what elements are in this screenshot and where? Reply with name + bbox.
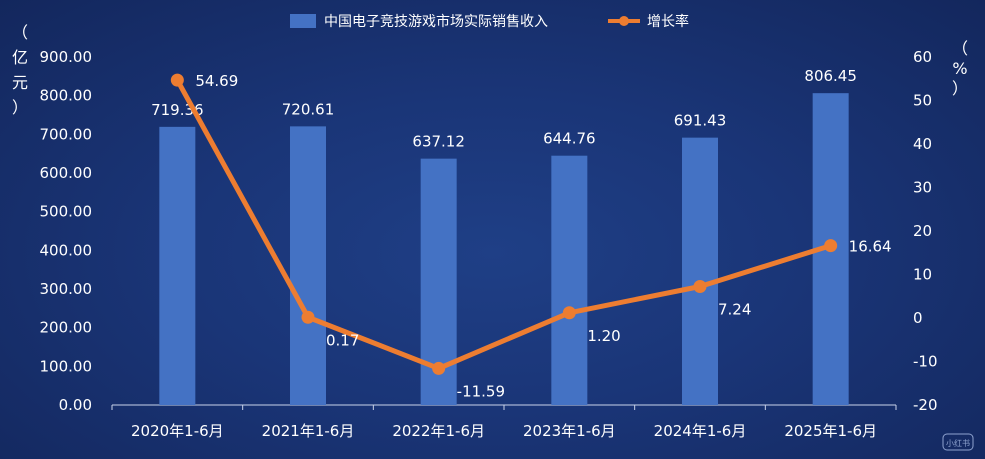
y-axis-left-unit: （ 亿元 ）: [12, 23, 28, 117]
line-value-label: 16.64: [849, 238, 892, 256]
y-axis-right-tick-label: 0: [913, 309, 923, 327]
line-value-labels: 54.69 0.17 -11.59 1.20 7.24 16.64: [195, 72, 891, 400]
bar-value-label: 691.43: [674, 112, 727, 130]
line-point: [170, 73, 184, 87]
line-point: [693, 280, 707, 294]
y-axis-right-unit: （%）: [952, 39, 968, 98]
y-axis-left-unit-char: （: [12, 23, 28, 42]
y-axis-left-tick-label: 100.00: [40, 357, 93, 375]
y-axis-left-tick-label: 700.00: [40, 125, 93, 143]
line-value-label: 0.17: [326, 331, 359, 349]
line-series: [170, 73, 838, 375]
line-point: [824, 239, 838, 253]
y-axis-right-unit-char: %: [952, 59, 967, 78]
bar-value-label: 644.76: [543, 130, 596, 148]
x-axis-tick-label: 2025年1-6月: [784, 422, 877, 440]
y-axis-left-unit-char: ）: [12, 98, 28, 117]
y-axis-left-tick-label: 900.00: [40, 48, 93, 66]
y-axis-right-unit-char: （: [952, 39, 968, 58]
y-axis-left-tick-label: 600.00: [40, 164, 93, 182]
y-axis-right-tick-label: 20: [913, 222, 932, 240]
legend-line-marker: [619, 16, 629, 26]
x-axis-ticks: 2020年1-6月 2021年1-6月 2022年1-6月 2023年1-6月 2024…: [111, 405, 897, 440]
legend-bar-label: 中国电子竞技游戏市场实际销售收入: [324, 13, 548, 30]
watermark: 小红书: [942, 433, 974, 451]
x-axis-tick-label: 2022年1-6月: [392, 422, 485, 440]
y-axis-left-ticks: 0.00 100.00 200.00 300.00 400.00 500.00 600.00…: [40, 48, 93, 414]
bar-series: [159, 93, 849, 405]
line-value-label: -11.59: [457, 382, 505, 400]
x-axis-tick-label: 2023年1-6月: [523, 422, 616, 440]
legend-bar-swatch: [290, 14, 316, 28]
y-axis-right-tick-label: 30: [913, 179, 932, 197]
line-point: [432, 361, 446, 375]
y-axis-right-tick-label: -20: [913, 396, 938, 414]
y-axis-right-tick-label: 40: [913, 135, 932, 153]
line-point: [301, 310, 315, 324]
x-axis-tick-label: 2020年1-6月: [131, 422, 224, 440]
y-axis-left-unit-char: 亿: [12, 48, 28, 67]
line-value-label: 1.20: [587, 327, 620, 345]
legend-line-label: 增长率: [647, 13, 689, 30]
bar-value-label: 637.12: [412, 133, 465, 151]
line-value-label: 54.69: [195, 72, 238, 90]
bar: [290, 126, 326, 405]
bar: [682, 137, 718, 405]
bar-value-label: 806.45: [804, 67, 857, 85]
y-axis-right-tick-label: -10: [913, 353, 938, 371]
y-axis-right-tick-label: 60: [913, 48, 932, 66]
line-path: [174, 77, 834, 371]
y-axis-left-tick-label: 800.00: [40, 87, 93, 105]
y-axis-left-tick-label: 200.00: [40, 319, 93, 337]
y-axis-right-tick-label: 10: [913, 266, 932, 284]
y-axis-left-tick-label: 0.00: [59, 396, 92, 414]
y-axis-left-tick-label: 400.00: [40, 241, 93, 259]
legend[interactable]: 中国电子竞技游戏市场实际销售收入 增长率: [290, 13, 689, 30]
y-axis-right-unit-char: ）: [952, 79, 968, 98]
y-axis-right-tick-label: 50: [913, 92, 932, 110]
watermark-text: 小红书: [946, 438, 970, 448]
y-axis-right-ticks: -20 -10 0 10 20 30 40 50 60: [913, 48, 938, 414]
bar: [159, 126, 196, 405]
line-point: [562, 306, 576, 320]
bar-value-label: 720.61: [282, 100, 335, 118]
line-value-label: 7.24: [718, 301, 751, 319]
y-axis-left-unit-char: 元: [12, 73, 28, 92]
y-axis-left-tick-label: 300.00: [40, 280, 93, 298]
x-axis-tick-label: 2024年1-6月: [654, 422, 747, 440]
bar: [551, 155, 588, 405]
y-axis-left-tick-label: 500.00: [40, 203, 93, 221]
x-axis-tick-label: 2021年1-6月: [262, 422, 355, 440]
